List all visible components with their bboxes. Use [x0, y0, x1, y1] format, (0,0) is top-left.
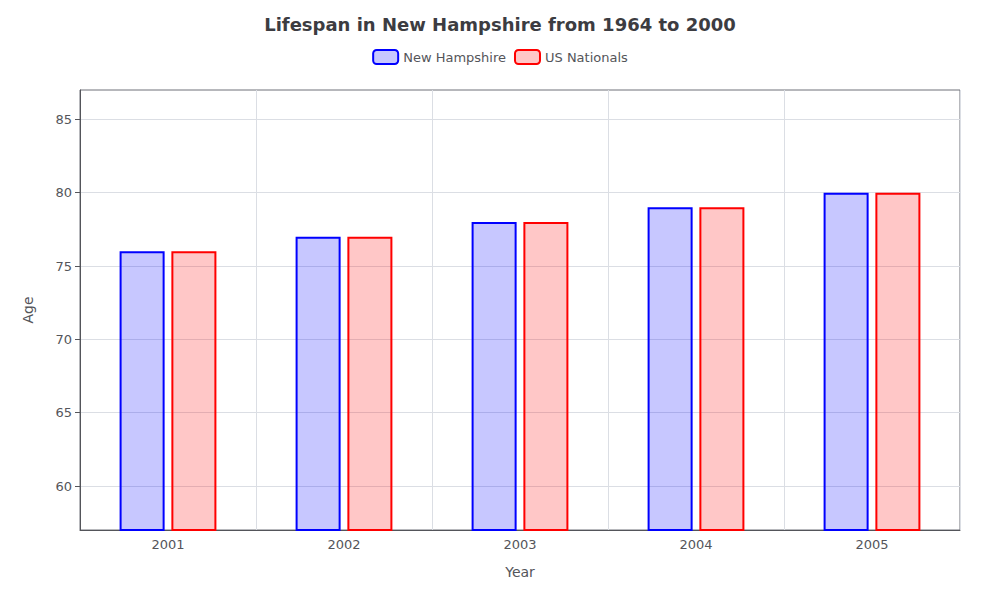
svg-text:65: 65	[55, 405, 72, 420]
svg-text:75: 75	[55, 259, 72, 274]
svg-text:2001: 2001	[151, 537, 184, 552]
svg-text:Age: Age	[20, 296, 36, 323]
svg-text:Year: Year	[504, 564, 535, 580]
svg-text:2004: 2004	[679, 537, 712, 552]
svg-text:2003: 2003	[503, 537, 536, 552]
svg-text:US Nationals: US Nationals	[545, 50, 628, 65]
svg-text:New Hampshire: New Hampshire	[403, 50, 506, 65]
svg-text:Lifespan in New Hampshire from: Lifespan in New Hampshire from 1964 to 2…	[264, 14, 736, 35]
svg-text:80: 80	[55, 185, 72, 200]
svg-text:70: 70	[55, 332, 72, 347]
svg-text:85: 85	[55, 112, 72, 127]
svg-text:60: 60	[55, 479, 72, 494]
svg-text:2002: 2002	[327, 537, 360, 552]
svg-text:2005: 2005	[855, 537, 888, 552]
